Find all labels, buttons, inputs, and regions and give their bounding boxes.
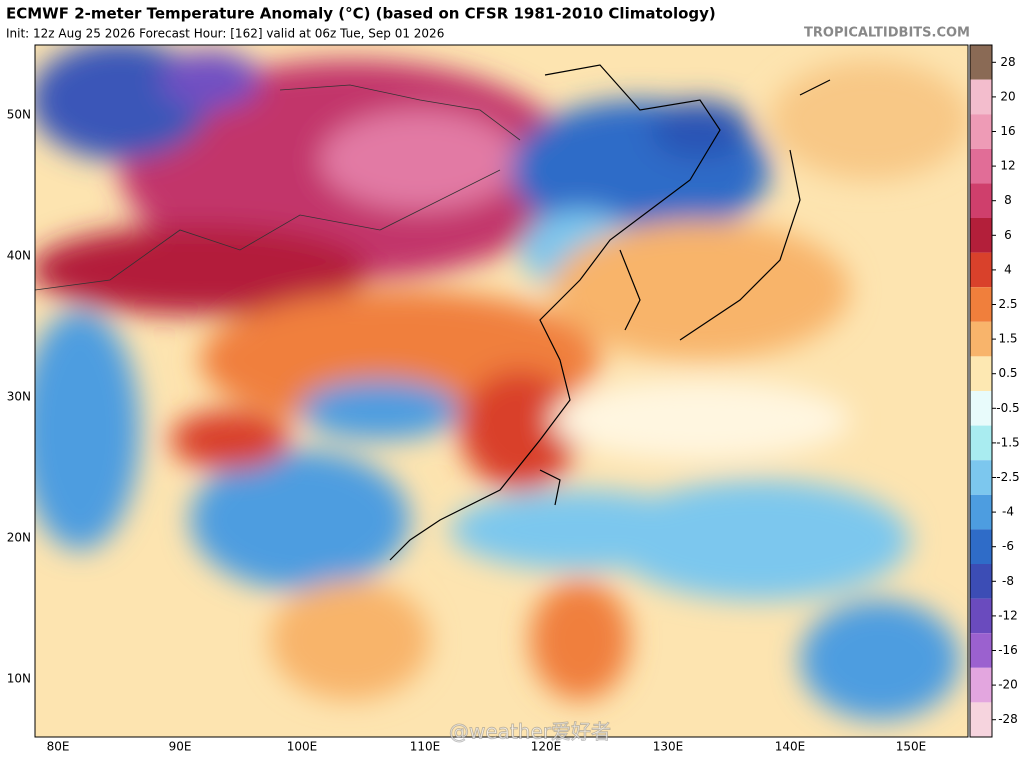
colorbar-swatch	[970, 598, 992, 634]
colorbar-label: -20	[998, 678, 1018, 692]
colorbar-swatch	[970, 321, 992, 357]
colorbar-swatch	[970, 79, 992, 115]
colorbar-label: 4	[1004, 262, 1012, 276]
colorbar-label: 20	[1000, 89, 1015, 103]
colorbar-swatch	[970, 45, 992, 80]
colorbar-swatch	[970, 148, 992, 184]
colorbar-frame	[969, 44, 993, 738]
lon-label: 80E	[47, 740, 70, 754]
colorbar-label: -16	[998, 643, 1018, 657]
lon-label: 130E	[653, 740, 684, 754]
watermark: @weather爱好者	[449, 720, 611, 744]
colorbar-swatch	[970, 702, 992, 737]
colorbar-label: 28	[1000, 55, 1015, 69]
colorbar-label: 1.5	[998, 332, 1017, 346]
colorbar-label: 2.5	[998, 297, 1017, 311]
colorbar-swatch	[970, 287, 992, 322]
map-frame	[34, 44, 969, 738]
lon-label: 110E	[410, 740, 441, 754]
subtitle: Init: 12z Aug 25 2026 Forecast Hour: [16…	[6, 27, 444, 41]
colorbar-swatch	[970, 183, 992, 218]
colorbar-label: -12	[998, 608, 1018, 622]
colorbar-label: 12	[1000, 159, 1015, 173]
colorbar-label: 6	[1004, 228, 1012, 242]
colorbar-swatch	[970, 391, 992, 426]
lat-label: 30N	[7, 390, 31, 404]
colorbar-swatch	[970, 425, 992, 461]
colorbar-swatch	[970, 564, 992, 599]
site: TROPICALTIDBITS.COM	[804, 26, 970, 41]
colorbar-label: 0.5	[998, 366, 1017, 380]
colorbar-swatch	[970, 114, 992, 149]
lat-label: 50N	[7, 108, 31, 122]
colorbar-swatch	[970, 460, 992, 495]
colorbar-swatch	[970, 494, 992, 530]
colorbar-label: -4	[1002, 505, 1014, 519]
colorbar-label: -1.5	[996, 435, 1019, 449]
colorbar: 28 20 16 12 8 6 4 2.5 1.5 0.5 -0.5 -1.5 -2.5 -4 -6 -8 -1…	[969, 44, 1020, 738]
colorbar-swatch	[970, 633, 992, 668]
colorbar-swatch	[970, 252, 992, 288]
map	[35, 45, 968, 737]
colorbar-label: -28	[998, 712, 1018, 726]
lon-label: 120E	[531, 740, 562, 754]
lat-label: 10N	[7, 672, 31, 686]
colorbar-swatch	[970, 529, 992, 564]
colorbar-swatch	[970, 667, 992, 703]
colorbar-label: -8	[1002, 574, 1014, 588]
lat-label: 20N	[7, 531, 31, 545]
lon-label: 100E	[287, 740, 318, 754]
title: ECMWF 2-meter Temperature Anomaly (°C) (…	[6, 5, 716, 23]
colorbar-label: 8	[1004, 193, 1012, 207]
colorbar-label: -6	[1002, 539, 1014, 553]
colorbar-swatch	[970, 218, 992, 253]
lon-label: 90E	[169, 740, 192, 754]
colorbar-label: 16	[1000, 124, 1015, 138]
lon-label: 140E	[775, 740, 806, 754]
colorbar-swatch	[970, 356, 992, 391]
lat-label: 40N	[7, 249, 31, 263]
colorbar-label: -0.5	[996, 401, 1019, 415]
lon-label: 150E	[896, 740, 927, 754]
colorbar-label: -2.5	[996, 470, 1019, 484]
